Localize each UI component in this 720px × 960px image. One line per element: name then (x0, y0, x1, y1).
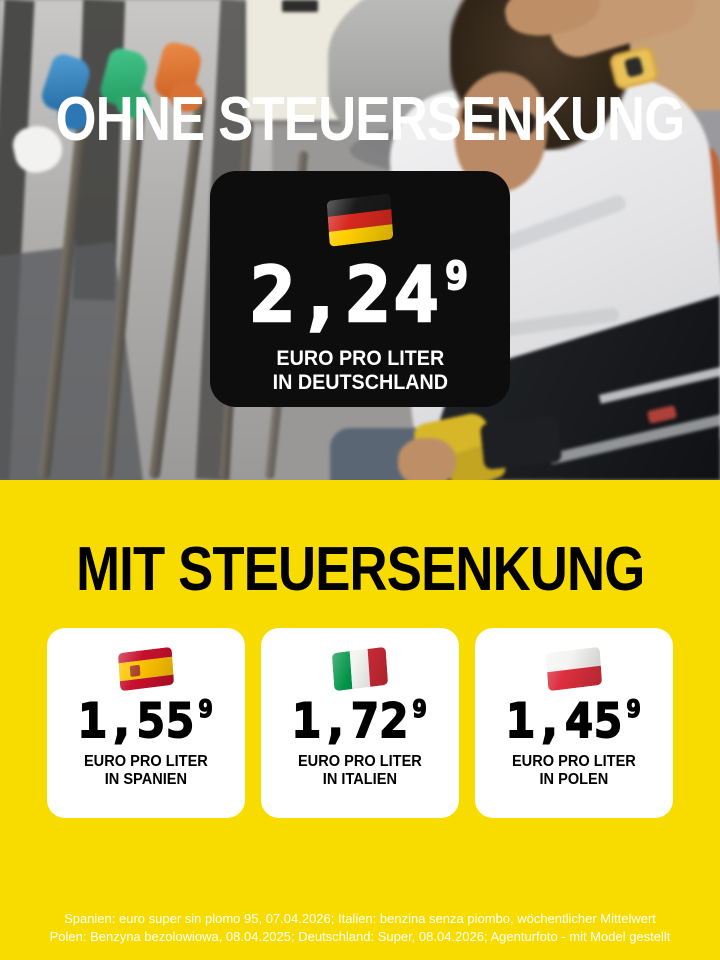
spain-flag-icon (117, 646, 175, 692)
spain-price: 1,55 9 (77, 694, 214, 749)
poland-price-card: 1,45 9 EURO PRO LITER IN POLEN (475, 628, 673, 818)
italy-price-caption: EURO PRO LITER IN ITALIEN (298, 753, 422, 788)
germany-price: 2,24 9 (249, 250, 470, 339)
price-superscript: 9 (198, 695, 214, 723)
price-superscript: 9 (412, 695, 428, 723)
italy-price: 1,72 9 (291, 694, 428, 749)
germany-price-caption: EURO PRO LITER IN DEUTSCHLAND (272, 347, 448, 394)
source-note: Spanien: euro super sin plomo 95, 07.04.… (0, 910, 720, 946)
source-note-line2: Polen: Benzyna bezolowiowa, 08.04.2025; … (49, 928, 671, 944)
poland-price-caption: EURO PRO LITER IN POLEN (512, 753, 636, 788)
source-note-line1: Spanien: euro super sin plomo 95, 07.04.… (64, 910, 656, 926)
price-superscript: 9 (444, 254, 470, 298)
germany-price-card: 2,24 9 EURO PRO LITER IN DEUTSCHLAND (210, 171, 510, 407)
poland-flag-icon (545, 646, 603, 692)
spain-price-caption: EURO PRO LITER IN SPANIEN (84, 753, 208, 788)
italy-flag-icon (331, 646, 389, 692)
headline-with-tax-cut: MIT STEUERSENKUNG (75, 535, 645, 604)
italy-price-card: 1,72 9 EURO PRO LITER IN ITALIEN (261, 628, 459, 818)
germany-flag-icon (326, 193, 394, 247)
headline-without-tax-cut: OHNE STEUERSENKUNG (55, 85, 685, 154)
price-superscript: 9 (626, 695, 642, 723)
spain-price-card: 1,55 9 EURO PRO LITER IN SPANIEN (47, 628, 245, 818)
poland-price: 1,45 9 (505, 694, 642, 749)
